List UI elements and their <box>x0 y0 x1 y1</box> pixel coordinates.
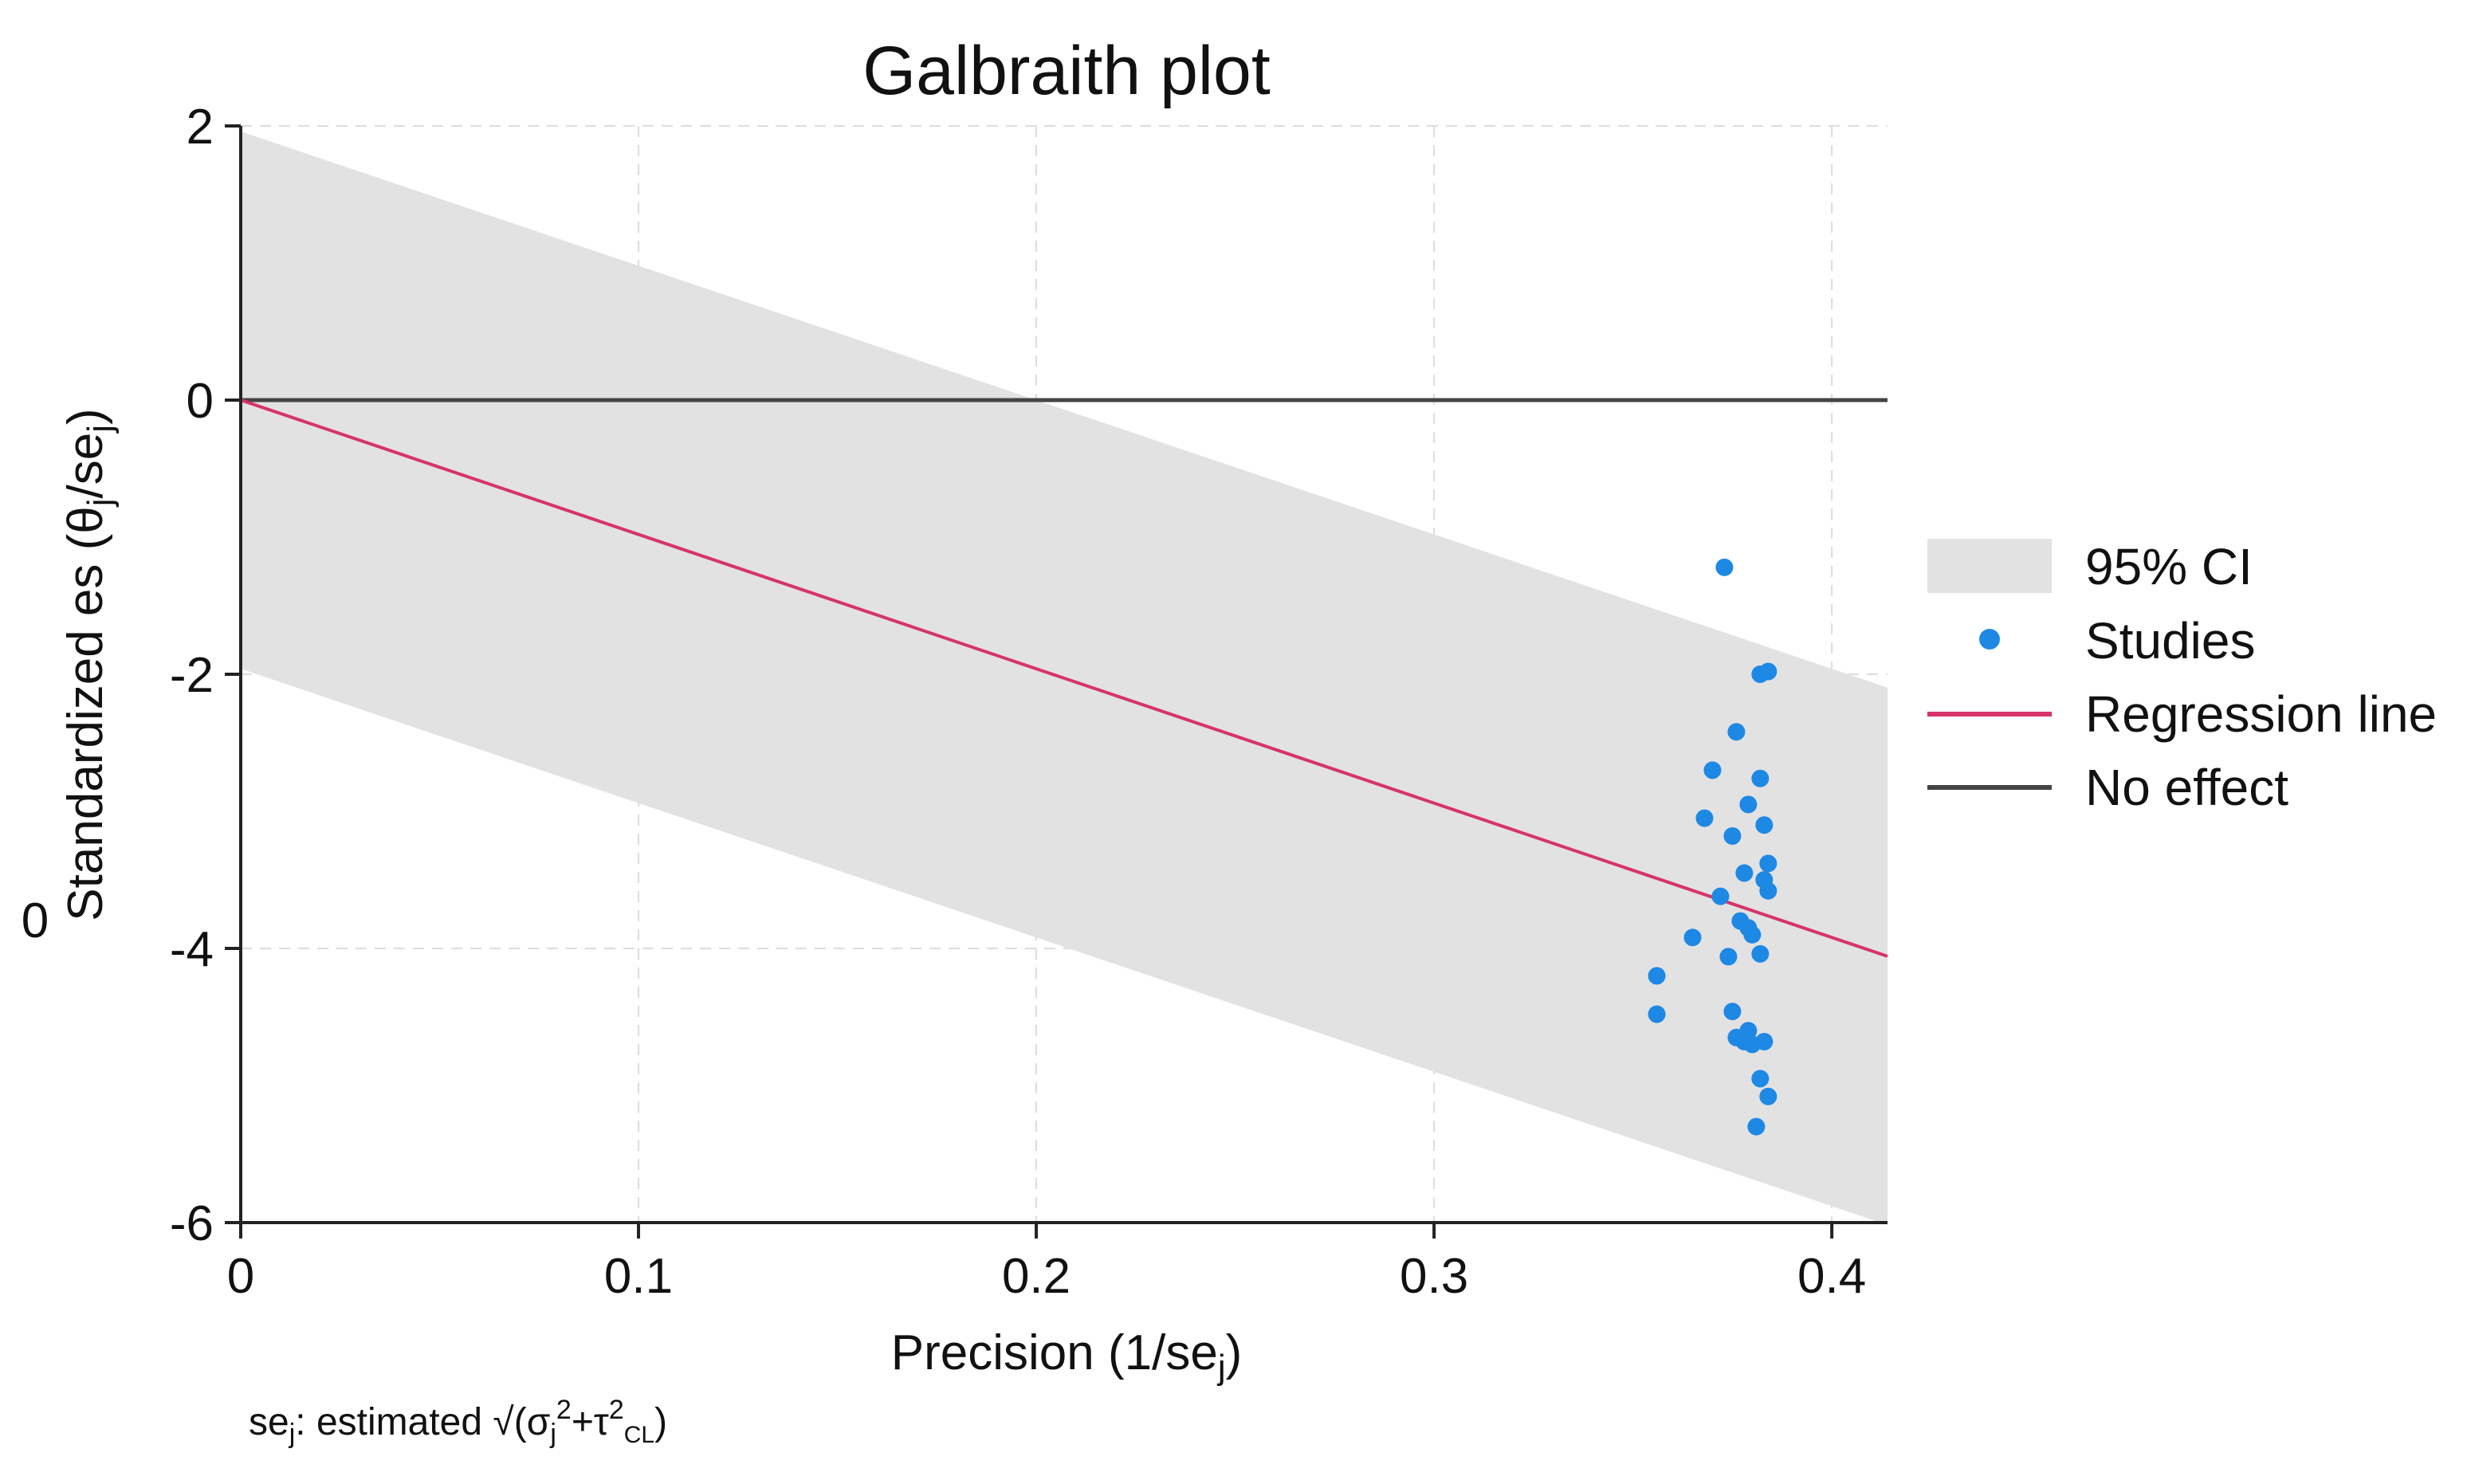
regression-line <box>240 398 1888 958</box>
y-tick-label: -4 <box>170 922 214 977</box>
study-point-1 <box>1715 558 1734 576</box>
legend-studies-marker <box>1979 629 2000 650</box>
study-point-29 <box>1755 1032 1774 1050</box>
legend-no-effect-label: No effect <box>2085 759 2288 816</box>
y-axis-label: Standardized es (θj/sej) <box>58 408 120 921</box>
legend-regression-label: Regression line <box>2085 685 2437 743</box>
y-tick-label: -2 <box>170 648 214 703</box>
study-point-20 <box>1719 948 1738 966</box>
chart-title: Galbraith plot <box>862 33 1271 109</box>
study-point-11 <box>1759 854 1778 873</box>
study-point-4 <box>1727 723 1746 741</box>
study-point-31 <box>1759 1087 1778 1105</box>
legend-studies-label: Studies <box>2085 612 2255 669</box>
y-tick-label: 2 <box>187 100 214 155</box>
legend: 95% CI Studies Regression line No effect <box>1927 538 2437 816</box>
study-point-12 <box>1735 864 1754 882</box>
study-point-24 <box>1648 1005 1666 1023</box>
legend-ci-label: 95% CI <box>2085 538 2253 595</box>
study-point-22 <box>1648 967 1666 985</box>
study-point-15 <box>1711 887 1730 905</box>
study-point-7 <box>1739 795 1758 814</box>
x-tick-label: 0.2 <box>1002 1249 1070 1304</box>
study-point-14 <box>1759 881 1778 900</box>
x-tick-label: 0 <box>227 1249 254 1304</box>
study-point-32 <box>1747 1117 1766 1136</box>
footnote: sej: estimated √(σj2+τ2CL) <box>249 1395 667 1449</box>
study-point-18 <box>1743 925 1762 944</box>
study-point-30 <box>1751 1070 1770 1088</box>
x-axis-label: Precision (1/sej) <box>891 1325 1243 1387</box>
study-point-10 <box>1723 826 1742 845</box>
stray-zero-label: 0 <box>22 893 49 948</box>
x-tick-label: 0.4 <box>1797 1249 1866 1304</box>
study-point-3 <box>1759 662 1778 681</box>
study-point-5 <box>1703 761 1722 779</box>
x-tick-label: 0.3 <box>1400 1249 1468 1304</box>
y-tick-label: -6 <box>170 1196 214 1251</box>
axis-ticks: 20-2-4-60 0.1 0.2 0.3 0.4 <box>170 100 1866 1304</box>
study-point-23 <box>1723 1003 1742 1021</box>
study-points <box>1648 558 1778 1136</box>
y-tick-label: 0 <box>187 374 214 429</box>
study-point-21 <box>1751 944 1770 963</box>
x-tick-label: 0.1 <box>604 1249 673 1304</box>
study-point-9 <box>1755 816 1774 834</box>
legend-ci-swatch <box>1927 539 2052 593</box>
study-point-6 <box>1751 769 1770 787</box>
study-point-8 <box>1695 809 1714 827</box>
study-point-19 <box>1683 928 1702 947</box>
